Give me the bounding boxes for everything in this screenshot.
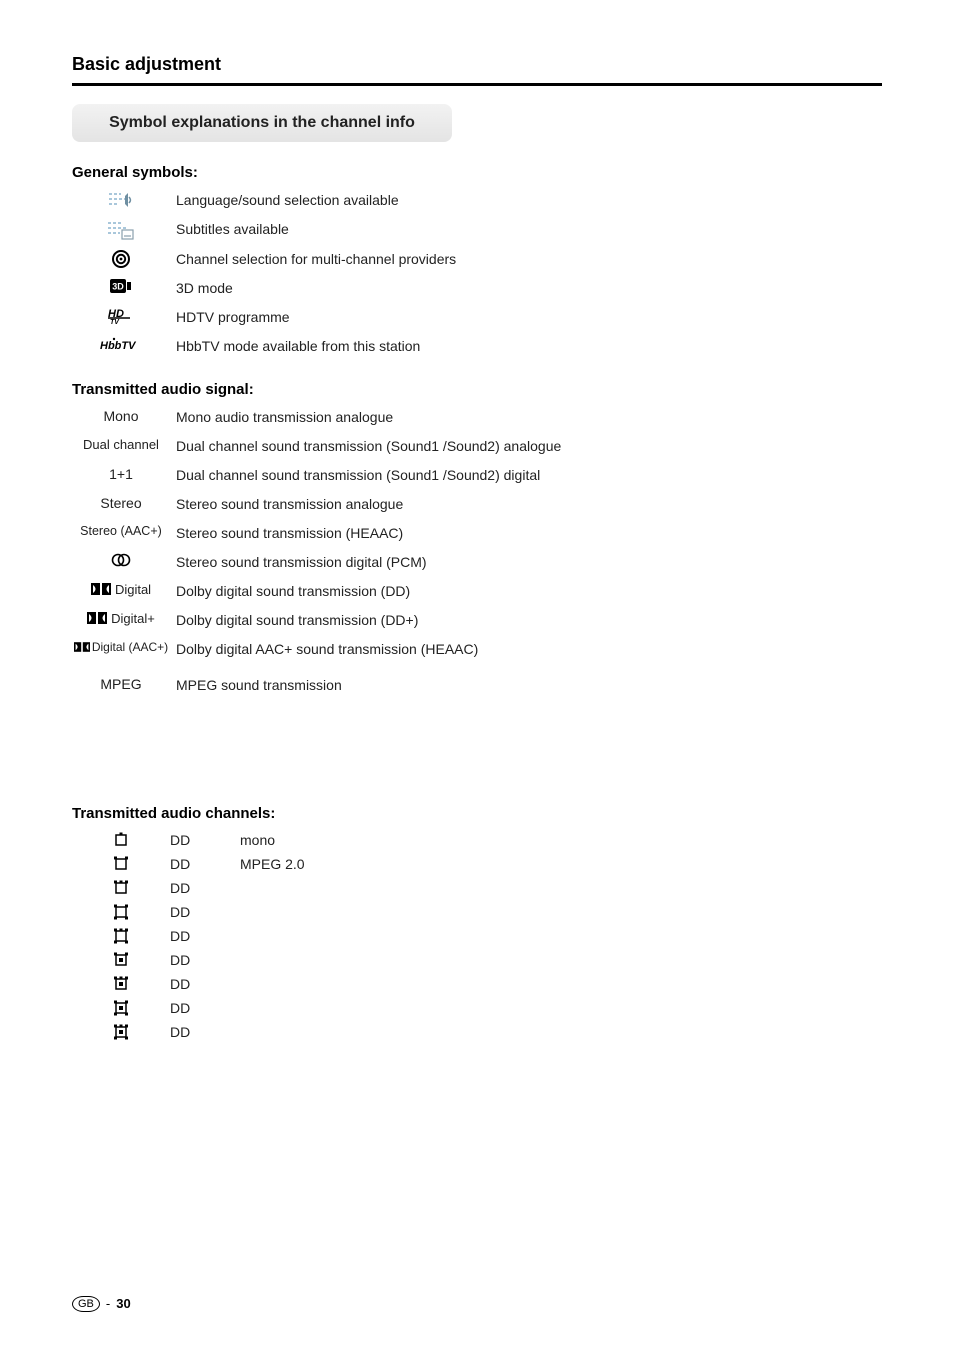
channel-row: DD [72, 1000, 882, 1016]
region-badge: GB [72, 1296, 100, 1312]
spk-3-0-icon [72, 880, 170, 896]
channel-c2: DD [170, 1024, 240, 1040]
audio-signal-heading: Transmitted audio signal: [72, 381, 882, 398]
channel-row: DD [72, 952, 882, 968]
audio-row: Digital (AAC+) Dolby digital AAC+ sound … [72, 640, 882, 659]
hbbtv-icon: HbbTV [72, 337, 170, 353]
audio-row: Stereo Stereo sound transmission analogu… [72, 495, 882, 514]
channel-c2: DD [170, 856, 240, 872]
page-number: 30 [116, 1296, 130, 1311]
audio-label: MPEG [72, 676, 170, 692]
audio-desc: MPEG sound transmission [170, 676, 882, 695]
divider [72, 83, 882, 86]
svg-text:3D: 3D [112, 281, 124, 291]
dolby-label-text: Digital+ [111, 611, 155, 626]
audio-desc: Stereo sound transmission digital (PCM) [170, 553, 882, 572]
dolby-digital-icon: Digital [72, 582, 170, 597]
spk-2-0-icon [72, 856, 170, 872]
channel-row: DD [72, 904, 882, 920]
section-header: Symbol explanations in the channel info [72, 104, 452, 142]
channel-row: DD [72, 928, 882, 944]
sound-lines-icon [72, 191, 170, 209]
general-desc: HbbTV mode available from this station [170, 337, 882, 356]
dolby-label-text: Digital [115, 582, 151, 597]
dolby-label-text: Digital (AAC+) [92, 640, 168, 654]
audio-desc: Dolby digital sound transmission (DD) [170, 582, 882, 601]
audio-desc: Dolby digital AAC+ sound transmission (H… [170, 640, 882, 659]
audio-label: Stereo (AAC+) [72, 524, 170, 538]
audio-row: Stereo (AAC+) Stereo sound transmission … [72, 524, 882, 543]
audio-row: MPEG MPEG sound transmission [72, 676, 882, 695]
spk-4-1-icon [72, 1000, 170, 1016]
audio-row: Digital Dolby digital sound transmission… [72, 582, 882, 601]
audio-label: Mono [72, 408, 170, 424]
general-heading: General symbols: [72, 164, 882, 181]
audio-desc: Stereo sound transmission analogue [170, 495, 882, 514]
channel-c2: DD [170, 1000, 240, 1016]
channels-table: DD mono DD MPEG 2.0 DD DD [72, 832, 882, 1040]
dolby-digital-aac-icon: Digital (AAC+) [72, 640, 170, 654]
dolby-digital-plus-icon: Digital+ [72, 611, 170, 626]
svg-text:TV: TV [110, 319, 120, 324]
general-row: Channel selection for multi-channel prov… [72, 250, 882, 269]
audio-desc: Mono audio transmission analogue [170, 408, 882, 427]
stereo-circles-icon [72, 553, 170, 567]
channel-c3: MPEG 2.0 [240, 856, 360, 872]
audio-desc: Stereo sound transmission (HEAAC) [170, 524, 882, 543]
audio-label: 1+1 [72, 466, 170, 482]
spk-5-0-icon [72, 928, 170, 944]
channel-row: DD [72, 976, 882, 992]
channel-c2: DD [170, 976, 240, 992]
spk-1-0-icon [72, 832, 170, 848]
general-desc: HDTV programme [170, 308, 882, 327]
audio-desc: Dual channel sound transmission (Sound1 … [170, 437, 882, 456]
spk-4-0-icon [72, 904, 170, 920]
audio-channels-heading: Transmitted audio channels: [72, 805, 882, 822]
audio-row: Dual channel Dual channel sound transmis… [72, 437, 882, 456]
channel-row: DD mono [72, 832, 882, 848]
audio-row: Digital+ Dolby digital sound transmissio… [72, 611, 882, 630]
audio-label: Dual channel [72, 437, 170, 452]
channel-c2: DD [170, 832, 240, 848]
footer-dash: - [106, 1296, 110, 1311]
audio-label: Stereo [72, 495, 170, 511]
hdtv-icon: HD TV [72, 308, 170, 324]
audio-row: Stereo sound transmission digital (PCM) [72, 553, 882, 572]
threed-badge-icon: 3D [72, 279, 170, 293]
audio-desc: Dolby digital sound transmission (DD+) [170, 611, 882, 630]
general-row: Subtitles available [72, 220, 882, 240]
audio-row: 1+1 Dual channel sound transmission (Sou… [72, 466, 882, 485]
spk-2-1-icon [72, 952, 170, 968]
spk-5-1-icon [72, 1024, 170, 1040]
channel-c2: DD [170, 952, 240, 968]
general-row: HD TV HDTV programme [72, 308, 882, 327]
general-row: HbbTV HbbTV mode available from this sta… [72, 337, 882, 356]
general-desc: 3D mode [170, 279, 882, 298]
subtitle-lines-icon [72, 220, 170, 240]
page-title: Basic adjustment [72, 54, 882, 75]
channel-row: DD MPEG 2.0 [72, 856, 882, 872]
spk-3-1-icon [72, 976, 170, 992]
channel-c2: DD [170, 928, 240, 944]
general-row: Language/sound selection available [72, 191, 882, 210]
svg-text:HbbTV: HbbTV [100, 340, 137, 352]
general-desc: Channel selection for multi-channel prov… [170, 250, 882, 269]
footer: GB - 30 [72, 1296, 131, 1312]
channel-row: DD [72, 880, 882, 896]
channel-c3: mono [240, 832, 360, 848]
audio-row: Mono Mono audio transmission analogue [72, 408, 882, 427]
general-desc: Subtitles available [170, 220, 882, 239]
general-row: 3D 3D mode [72, 279, 882, 298]
general-desc: Language/sound selection available [170, 191, 882, 210]
channel-row: DD [72, 1024, 882, 1040]
audio-desc: Dual channel sound transmission (Sound1 … [170, 466, 882, 485]
channel-c2: DD [170, 904, 240, 920]
channel-c2: DD [170, 880, 240, 896]
target-circle-icon [72, 250, 170, 268]
